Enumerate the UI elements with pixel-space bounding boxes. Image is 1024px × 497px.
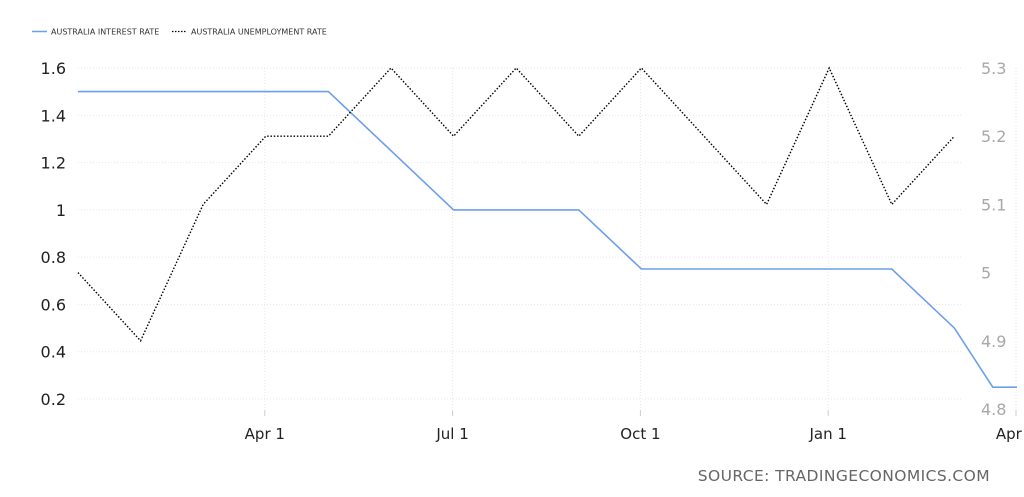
- right-y-tick-label: 5: [981, 264, 991, 283]
- right-y-tick-label: 5.2: [981, 127, 1006, 146]
- grid: [78, 67, 1017, 409]
- x-tick-label: Jan 1: [808, 425, 846, 443]
- left-y-tick-label: 0.2: [41, 390, 66, 409]
- left-y-tick-label: 0.4: [41, 343, 66, 362]
- legend-label-interest-rate: AUSTRALIA INTEREST RATE: [51, 28, 159, 37]
- right-y-tick-label: 4.9: [981, 332, 1006, 351]
- x-tick-label: Apr 1: [245, 425, 285, 443]
- series-line-unemployment-rate: [77, 66, 955, 343]
- legend-label-unemployment-rate: AUSTRALIA UNEMPLOYMENT RATE: [191, 28, 327, 37]
- right-y-tick-label: 4.8: [981, 400, 1006, 419]
- left-y-tick-label: 1: [56, 201, 66, 220]
- left-y-tick-label: 1.2: [41, 154, 66, 173]
- left-y-tick-label: 1.4: [41, 106, 66, 125]
- right-y-axis: 4.8 4.9 5 5.1 5.2 5.3: [981, 59, 1006, 419]
- series-line-interest-rate: [78, 90, 1017, 389]
- left-y-tick-label: 1.6: [41, 59, 66, 78]
- x-tick-label: Apr 1: [996, 425, 1024, 443]
- x-tick-label: Oct 1: [620, 425, 660, 443]
- left-y-tick-label: 0.6: [41, 295, 66, 314]
- source-label: SOURCE: TRADINGECONOMICS.COM: [698, 467, 990, 485]
- x-tick-label: Jul 1: [435, 425, 468, 443]
- legend: AUSTRALIA INTEREST RATE AUSTRALIA UNEMPL…: [32, 28, 327, 37]
- left-y-axis: 0.2 0.4 0.6 0.8 1 1.2 1.4 1.6: [41, 59, 66, 409]
- x-axis: Apr 1 Jul 1 Oct 1 Jan 1 Apr 1: [245, 410, 1024, 443]
- series: [77, 66, 1017, 389]
- right-y-tick-label: 5.3: [981, 59, 1006, 78]
- right-y-tick-label: 5.1: [981, 195, 1006, 214]
- left-y-tick-label: 0.8: [41, 248, 66, 267]
